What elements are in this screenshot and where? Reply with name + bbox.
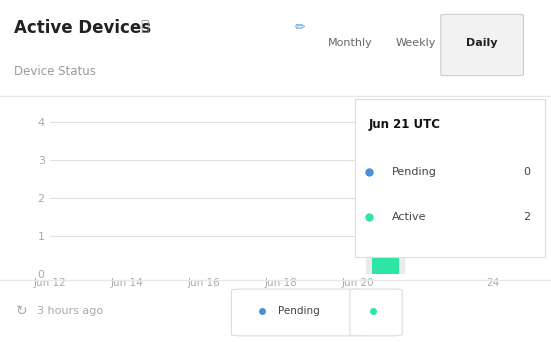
Text: Weekly: Weekly: [396, 38, 436, 48]
Text: ↻: ↻: [15, 304, 27, 318]
FancyBboxPatch shape: [231, 289, 364, 336]
Text: Pending: Pending: [278, 306, 320, 316]
Text: 3 hours ago: 3 hours ago: [37, 306, 104, 316]
Text: 0: 0: [523, 167, 530, 176]
Text: 2: 2: [523, 212, 530, 222]
Text: Pending: Pending: [392, 167, 436, 176]
Text: Jun 21 UTC: Jun 21 UTC: [369, 118, 441, 131]
Text: Daily: Daily: [466, 38, 498, 48]
FancyBboxPatch shape: [441, 14, 523, 76]
FancyBboxPatch shape: [350, 289, 402, 336]
Bar: [371, 198, 398, 274]
Text: ⓘ: ⓘ: [141, 19, 149, 33]
Text: Device Status: Device Status: [14, 65, 96, 78]
Text: ✏: ✏: [295, 21, 305, 34]
Bar: [366, 103, 404, 274]
Text: Active: Active: [392, 212, 426, 222]
Text: Active Devices: Active Devices: [14, 19, 151, 37]
Text: Monthly: Monthly: [327, 38, 372, 48]
